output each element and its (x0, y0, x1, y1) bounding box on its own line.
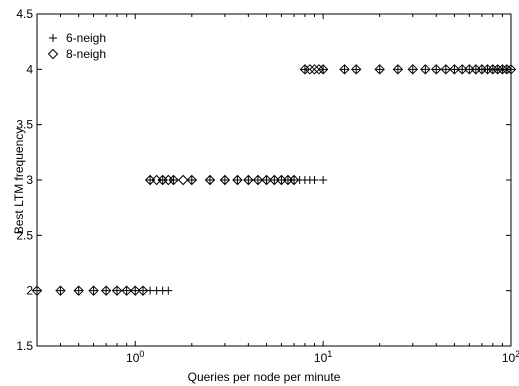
data-point-8-neigh (482, 64, 493, 75)
data-point-8-neigh (407, 64, 418, 75)
data-point-6-neigh (340, 65, 349, 74)
data-point-6-neigh (310, 176, 319, 184)
series-8-neigh (31, 64, 517, 296)
data-point-6-neigh (352, 65, 361, 74)
data-point-8-neigh (374, 64, 385, 75)
legend-label-8-neigh: 8-neigh (66, 47, 106, 61)
data-point-8-neigh (339, 64, 350, 75)
data-point-6-neigh (393, 65, 402, 74)
data-point-8-neigh (219, 174, 231, 186)
data-point-8-neigh (309, 64, 320, 75)
y-tick-label: 1.5 (16, 339, 33, 353)
data-point-8-neigh (88, 285, 99, 296)
data-point-6-neigh (421, 65, 430, 74)
y-tick-label: 2.5 (16, 228, 33, 242)
diamond-marker-icon (47, 48, 59, 60)
data-point-8-neigh (457, 64, 468, 75)
data-point-8-neigh (168, 174, 179, 186)
data-point-6-neigh (102, 286, 111, 295)
data-point-8-neigh (73, 285, 84, 296)
data-point-8-neigh (111, 285, 123, 296)
data-point-6-neigh (56, 286, 65, 295)
data-point-8-neigh (243, 174, 254, 186)
x-tick-label: 100 (126, 349, 144, 365)
data-point-8-neigh (313, 64, 325, 75)
data-point-8-neigh (130, 285, 141, 296)
plus-marker-icon (49, 34, 57, 42)
data-point-8-neigh (505, 64, 517, 75)
data-point-8-neigh (261, 174, 272, 186)
legend-marker-plus (49, 34, 57, 42)
y-tick-label: 2 (26, 284, 33, 298)
legend-item-8-neigh: 8-neigh (47, 47, 106, 61)
data-point-8-neigh (232, 174, 243, 186)
legend-label-6-neigh: 6-neigh (66, 31, 106, 45)
data-point-8-neigh (492, 64, 503, 75)
data-point-8-neigh (204, 174, 216, 186)
data-point-6-neigh (74, 286, 83, 295)
data-point-6-neigh (33, 286, 41, 295)
data-point-6-neigh (89, 286, 98, 295)
data-point-8-neigh (487, 64, 498, 75)
data-point-6-neigh (408, 65, 417, 74)
data-point-8-neigh (163, 174, 174, 186)
data-point-8-neigh (269, 174, 280, 186)
y-axis-ticks: 1.5 2 2.5 3 3.5 4 4.5 (16, 7, 511, 353)
x-axis-ticks: 100 101 102 (36, 14, 519, 365)
x-tick-label: 101 (314, 349, 332, 365)
data-point-8-neigh (288, 174, 300, 186)
data-point-8-neigh (137, 285, 149, 296)
data-point-6-neigh (164, 286, 173, 295)
data-point-8-neigh (431, 64, 442, 75)
y-tick-label: 3 (26, 173, 33, 187)
data-point-6-neigh (187, 176, 196, 184)
data-point-8-neigh (501, 64, 513, 75)
legend-marker-diamond (47, 48, 59, 60)
data-point-6-neigh (113, 286, 122, 295)
x-tick-label: 102 (502, 349, 519, 365)
x-axis-title: Queries per node per minute (188, 370, 341, 384)
data-point-8-neigh (440, 64, 452, 75)
y-tick-label: 3.5 (16, 118, 33, 132)
data-point-6-neigh (441, 65, 450, 74)
data-point-8-neigh (317, 64, 329, 75)
data-point-6-neigh (158, 176, 167, 184)
legend: 6-neigh 8-neigh (47, 31, 106, 61)
data-point-6-neigh (206, 176, 215, 184)
legend-item-6-neigh: 6-neigh (49, 31, 106, 45)
data-point-6-neigh (432, 65, 441, 74)
y-axis-title: Best LTM frequency (12, 128, 26, 235)
y-tick-label: 4 (26, 62, 33, 76)
data-point-8-neigh (186, 174, 198, 186)
data-point-8-neigh (304, 64, 316, 75)
data-point-6-neigh (244, 176, 253, 184)
data-point-8-neigh (449, 64, 460, 75)
data-point-8-neigh (392, 64, 404, 75)
data-point-6-neigh (375, 65, 384, 74)
data-point-8-neigh (299, 64, 311, 75)
data-point-8-neigh (31, 285, 43, 296)
data-point-8-neigh (497, 64, 508, 75)
data-point-6-neigh (169, 176, 178, 184)
data-point-8-neigh (121, 285, 132, 296)
y-tick-label: 4.5 (16, 7, 33, 21)
data-point-6-neigh (122, 286, 131, 295)
data-point-6-neigh (319, 176, 328, 184)
data-point-8-neigh (100, 285, 112, 296)
data-point-8-neigh (252, 174, 264, 186)
data-point-6-neigh (233, 176, 242, 184)
data-point-8-neigh (55, 285, 66, 296)
data-point-8-neigh (350, 64, 362, 75)
data-point-8-neigh (420, 64, 431, 75)
data-point-6-neigh (220, 176, 229, 184)
data-point-8-neigh (177, 174, 189, 186)
data-point-6-neigh (253, 176, 262, 184)
